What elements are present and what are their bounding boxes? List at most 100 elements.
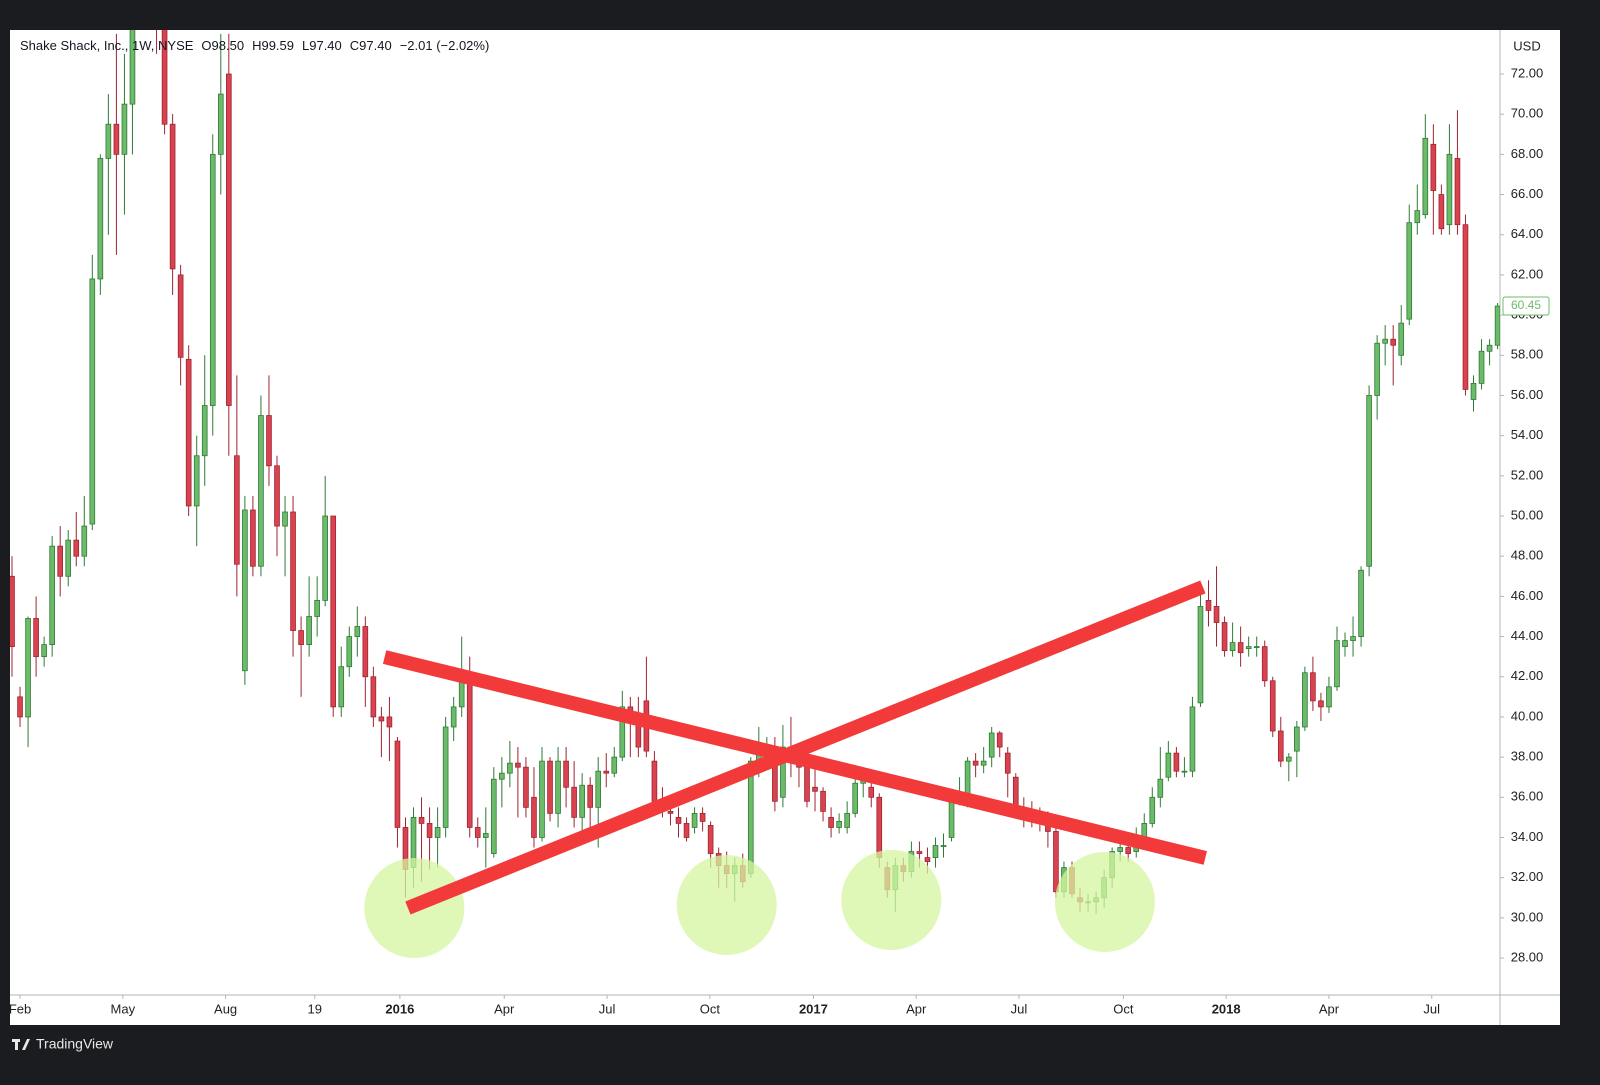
y-tick-label: 42.00 [1511, 668, 1544, 683]
x-tick-label: 2018 [1212, 1001, 1241, 1016]
candle-body [258, 415, 264, 567]
y-tick-label: 58.00 [1511, 347, 1544, 362]
candle-body [940, 845, 947, 847]
candle-body [555, 760, 561, 814]
candle-body [1478, 350, 1485, 384]
candle-body [1494, 305, 1500, 346]
candle-body [603, 770, 610, 774]
candle-body [25, 618, 31, 718]
x-tick-label: Aug [214, 1001, 237, 1016]
candle-body [523, 766, 529, 808]
candle-body [1157, 778, 1164, 798]
candle-body [1358, 569, 1364, 637]
y-tick-label: 38.00 [1511, 749, 1544, 764]
y-tick-label: 44.00 [1511, 628, 1544, 643]
candle-body [113, 123, 120, 155]
candle-body [1141, 823, 1148, 838]
candle-body [242, 509, 248, 672]
candle-body [876, 796, 883, 858]
candle-body [699, 812, 706, 822]
candle-body [450, 706, 457, 728]
candle-body [780, 746, 786, 798]
x-tick-label: 19 [308, 1001, 322, 1016]
candle-body [386, 716, 393, 728]
symbol-name: Shake Shack, Inc., 1W, NYSE [20, 38, 194, 53]
candle-body [1253, 646, 1260, 649]
candle-body [539, 760, 545, 838]
candle-body [1165, 752, 1172, 778]
candle-body [426, 823, 433, 838]
candle-body [418, 816, 425, 824]
candle-body [1245, 646, 1252, 650]
candle-body [651, 760, 658, 802]
candle-body [1326, 686, 1332, 708]
candle-body [209, 153, 216, 406]
candle-body [298, 630, 304, 646]
candle-body [434, 827, 441, 838]
candle-body [1261, 646, 1268, 682]
candle-body [466, 676, 473, 828]
header-value: H99.59 [252, 38, 294, 53]
candle-body [1205, 600, 1212, 611]
y-tick-label: 28.00 [1511, 949, 1544, 964]
x-tick-label: Jul [599, 1001, 616, 1016]
candle-body [89, 278, 96, 525]
candle-body [563, 760, 569, 788]
candle-body [282, 511, 288, 527]
x-tick-label: 2017 [799, 1001, 828, 1016]
candle-body [226, 73, 232, 406]
candle-body [306, 616, 312, 646]
candle-body [747, 760, 754, 875]
y-tick-label: 30.00 [1511, 909, 1544, 924]
candle-body [932, 845, 939, 858]
candle-body [1438, 194, 1445, 230]
candle-body [185, 358, 192, 507]
candle-body [1181, 770, 1188, 773]
y-tick-label: 56.00 [1511, 387, 1544, 402]
candle-body [691, 812, 698, 828]
candle-body [10, 575, 15, 648]
candle-body [1213, 606, 1220, 623]
candle-body [1446, 153, 1453, 226]
candle-body [362, 626, 369, 678]
candle-body [1366, 395, 1372, 567]
candle-body [234, 455, 240, 565]
candle-body [619, 706, 626, 758]
candle-body [73, 539, 80, 557]
chart-panel [10, 30, 1560, 1025]
candle-body [394, 740, 401, 828]
brand: TradingView [12, 1036, 114, 1052]
candle-body [1053, 831, 1059, 893]
candle-body [507, 762, 513, 774]
candle-body [828, 816, 834, 828]
candle-body [193, 455, 200, 507]
candle-body [980, 760, 987, 766]
candle-body [274, 465, 280, 527]
candle-body [250, 509, 256, 567]
candle-body [1398, 322, 1405, 356]
candle-body [314, 600, 320, 617]
candle-body [129, 30, 136, 105]
candle-body [1414, 210, 1421, 224]
candle-body [1294, 726, 1300, 752]
header-value: C97.40 [350, 38, 392, 53]
candle-body [1149, 796, 1156, 824]
x-tick-label: Apr [1319, 1001, 1340, 1016]
candle-body [1334, 640, 1340, 688]
candle-body [675, 816, 682, 824]
candle-body [1454, 157, 1461, 226]
y-tick-label: 52.00 [1511, 467, 1544, 482]
candle-body [322, 515, 328, 601]
candle-body [1125, 847, 1132, 854]
candle-body [65, 539, 72, 577]
candle-body [346, 636, 353, 668]
y-tick-label: 50.00 [1511, 507, 1544, 522]
x-tick-label: Oct [1113, 1001, 1134, 1016]
candle-body [33, 618, 39, 658]
y-tick-label: 40.00 [1511, 708, 1544, 723]
candle-body [836, 821, 842, 828]
candle-body [964, 760, 971, 798]
y-tick-label: 72.00 [1511, 65, 1544, 80]
candle-body [169, 123, 176, 270]
